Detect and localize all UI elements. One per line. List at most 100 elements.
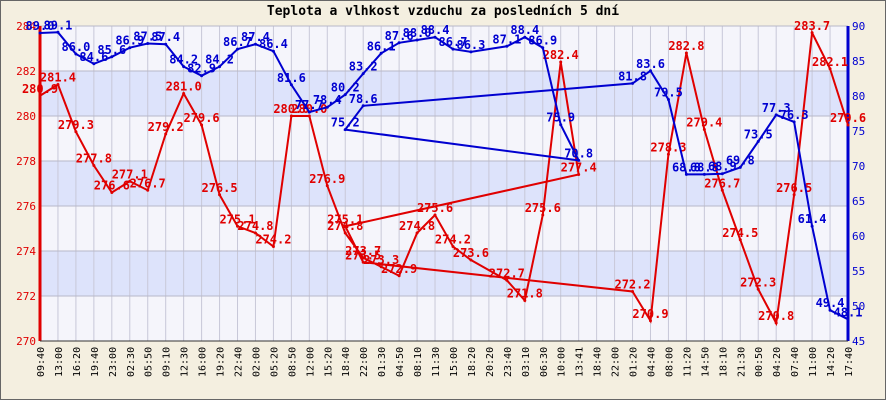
temperature-point bbox=[523, 299, 527, 302]
temperature-point bbox=[433, 213, 437, 217]
temperature-data-label: 282.8 bbox=[668, 39, 704, 53]
x-tick-label: 11:20 bbox=[682, 347, 693, 377]
humidity-data-label: 77.7 bbox=[295, 98, 324, 112]
x-tick-label: 08:00 bbox=[664, 347, 675, 377]
temperature-data-label: 279.6 bbox=[184, 111, 220, 125]
temperature-data-label: 273.3 bbox=[363, 253, 399, 267]
humidity-point bbox=[774, 113, 778, 117]
temperature-point bbox=[631, 290, 635, 293]
x-tick-label: 02:00 bbox=[251, 347, 262, 377]
humidity-point bbox=[379, 51, 383, 55]
temperature-data-label: 272.2 bbox=[614, 278, 650, 292]
temperature-data-label: 276.5 bbox=[776, 181, 812, 195]
humidity-point bbox=[253, 42, 257, 46]
x-tick-label: 01:20 bbox=[629, 347, 640, 377]
x-tick-label: 08:10 bbox=[413, 347, 424, 377]
humidity-point bbox=[146, 42, 150, 45]
x-tick-label: 07:40 bbox=[790, 347, 801, 377]
humidity-data-label: 77.3 bbox=[762, 101, 791, 115]
temperature-point bbox=[200, 123, 204, 127]
humidity-data-label: 83.2 bbox=[349, 60, 378, 74]
temperature-data-label: 275.1 bbox=[219, 212, 255, 226]
x-tick-label: 13:41 bbox=[575, 347, 586, 377]
y-left-tick-label: 280 bbox=[16, 110, 36, 123]
humidity-point bbox=[271, 49, 275, 53]
temperature-data-label: 277.4 bbox=[561, 161, 597, 175]
humidity-point bbox=[631, 81, 635, 85]
humidity-data-label: 79.5 bbox=[654, 86, 683, 100]
humidity-data-label: 89.0 bbox=[26, 19, 55, 33]
humidity-data-label: 86.0 bbox=[61, 40, 90, 54]
temperature-data-label: 279.3 bbox=[58, 118, 94, 132]
y-left-tick-label: 278 bbox=[16, 155, 36, 168]
humidity-data-label: 68.9 bbox=[708, 160, 737, 174]
plot-band bbox=[40, 296, 848, 341]
x-tick-label: 22:00 bbox=[359, 347, 370, 377]
humidity-data-label: 87.5 bbox=[133, 30, 162, 44]
temperature-data-label: 280.0 bbox=[291, 102, 327, 116]
humidity-data-label: 88.4 bbox=[421, 23, 450, 37]
temperature-point bbox=[307, 114, 311, 118]
humidity-data-label: 48.1 bbox=[834, 305, 863, 319]
plot-band bbox=[40, 26, 848, 71]
temperature-point bbox=[271, 245, 275, 248]
temperature-point bbox=[325, 184, 329, 188]
x-tick-label: 06:30 bbox=[539, 347, 550, 377]
temperature-data-label: 273.6 bbox=[453, 246, 489, 260]
humidity-point bbox=[164, 42, 168, 46]
temperature-data-label: 277.1 bbox=[112, 167, 148, 181]
humidity-data-label: 86.3 bbox=[456, 38, 485, 52]
temperature-point bbox=[379, 265, 383, 269]
humidity-data-label: 86.7 bbox=[223, 35, 252, 49]
humidity-data-label: 81.6 bbox=[277, 71, 306, 85]
x-tick-label: 05:50 bbox=[144, 347, 155, 377]
x-tick-label: 08:50 bbox=[287, 347, 298, 377]
humidity-point bbox=[325, 105, 329, 109]
humidity-point bbox=[702, 172, 706, 176]
plot-band bbox=[40, 71, 848, 116]
temperature-data-label: 270.9 bbox=[632, 307, 668, 321]
temperature-data-label: 280.9 bbox=[22, 82, 58, 96]
temperature-point bbox=[774, 321, 778, 325]
temperature-point bbox=[289, 114, 293, 118]
x-tick-label: 09:10 bbox=[162, 347, 173, 377]
temperature-data-label: 278.3 bbox=[650, 140, 686, 154]
temperature-point bbox=[648, 319, 652, 323]
humidity-point bbox=[307, 110, 311, 114]
humidity-point bbox=[110, 55, 114, 59]
humidity-data-label: 80.2 bbox=[331, 81, 360, 95]
plot-band bbox=[40, 161, 848, 206]
humidity-data-label: 68.8 bbox=[672, 160, 701, 174]
x-tick-label: 22:00 bbox=[611, 347, 622, 377]
x-tick-label: 04:40 bbox=[646, 347, 657, 377]
temperature-data-label: 279.4 bbox=[686, 116, 722, 130]
humidity-point bbox=[577, 158, 581, 162]
temperature-data-label: 274.8 bbox=[399, 219, 435, 233]
x-tick-label: 00:50 bbox=[754, 347, 765, 377]
x-tick-label: 16:00 bbox=[198, 347, 209, 377]
temperature-point bbox=[666, 152, 670, 156]
temperature-data-label: 274.2 bbox=[255, 233, 291, 247]
plot-band bbox=[40, 206, 848, 251]
x-tick-label: 15:00 bbox=[449, 347, 460, 377]
x-tick-label: 14:50 bbox=[700, 347, 711, 377]
humidity-data-label: 84.6 bbox=[79, 50, 108, 64]
x-tick-label: 18:20 bbox=[467, 347, 478, 377]
humidity-data-label: 86.1 bbox=[367, 39, 396, 53]
temperature-point bbox=[56, 83, 60, 86]
humidity-data-label: 86.7 bbox=[439, 35, 468, 49]
temperature-point bbox=[828, 67, 832, 71]
y-right-tick-label: 45 bbox=[852, 335, 865, 348]
humidity-data-label: 68.8 bbox=[690, 160, 719, 174]
x-tick-label: 23:40 bbox=[503, 347, 514, 377]
temperature-data-label: 275.1 bbox=[327, 212, 363, 226]
humidity-data-label: 89.1 bbox=[44, 18, 73, 32]
humidity-data-label: 87.1 bbox=[492, 32, 521, 46]
temperature-point bbox=[343, 231, 347, 235]
humidity-data-label: 88.0 bbox=[403, 26, 432, 40]
humidity-point bbox=[361, 72, 365, 76]
humidity-point bbox=[236, 47, 240, 51]
x-tick-label: 21:30 bbox=[736, 347, 747, 377]
humidity-point bbox=[397, 41, 401, 45]
